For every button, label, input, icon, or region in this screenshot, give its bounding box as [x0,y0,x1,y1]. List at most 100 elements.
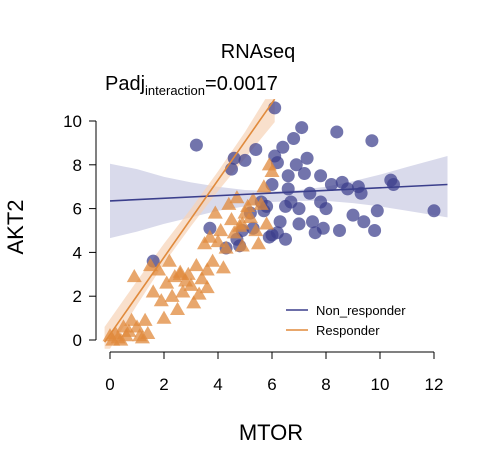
data-point [256,179,272,193]
data-point [210,233,226,248]
x-tick-label: 0 [105,375,114,394]
data-point [357,215,371,229]
data-point [153,293,169,307]
chart-subtitle: Padjinteraction=0.0017 [105,73,278,98]
data-point [199,262,215,276]
data-point [251,236,266,250]
data-point [183,277,199,291]
data-point [161,253,177,267]
data-point [207,205,223,219]
data-point [194,271,210,285]
confidence-band-non-responder [110,156,448,239]
data-point [175,284,191,298]
x-tick-label: 6 [267,375,276,394]
data-point [126,268,142,283]
data-point [234,216,250,230]
data-point [186,295,202,309]
data-point [279,232,292,246]
data-point [172,266,188,280]
y-tick-label: 0 [73,331,82,350]
data-point [137,312,153,326]
data-point [368,224,382,237]
data-point [306,215,319,229]
chart-title: RNAseq [221,41,295,63]
data-point [289,158,303,172]
x-tick-label: 12 [425,375,444,394]
data-point [314,169,328,183]
data-point [297,167,311,181]
data-point [224,212,239,226]
data-point [240,198,256,213]
data-point [265,228,279,242]
data-point [191,286,207,300]
data-point [213,223,229,237]
axes: 0 2 4 6 8 10 12 0 2 4 6 8 10 [63,112,443,394]
data-point [276,140,290,154]
data-point [287,132,301,146]
data-point [324,178,338,192]
subtitle-prefix: Padj [105,73,145,95]
data-point [268,101,282,115]
x-tick-label: 10 [371,375,390,394]
data-point [346,208,360,222]
legend-label-non-responder: Non_responder [316,303,406,318]
data-point [129,319,145,333]
data-point [202,229,218,243]
data-point [156,310,172,324]
data-point [234,238,250,252]
data-point [245,192,261,206]
data-point [199,279,215,294]
y-tick-label: 8 [73,156,82,175]
data-point [164,288,180,302]
data-point [333,224,346,237]
data-point [292,202,306,216]
data-point [140,325,156,340]
data-point [365,134,379,148]
data-point [281,182,295,196]
data-point [225,162,238,176]
data-point [370,204,384,218]
data-point [242,209,258,223]
data-point [303,186,317,200]
data-points [102,101,441,346]
data-point [264,163,280,177]
legend-label-responder: Responder [316,323,380,338]
data-point [229,190,245,204]
data-point [188,258,204,272]
data-point [248,223,264,237]
data-point [145,284,161,298]
data-point [205,253,221,267]
subtitle-subscript: interaction [145,83,205,98]
data-point [292,217,306,231]
data-point [215,260,231,274]
data-point [226,225,242,239]
data-point [273,215,287,229]
data-point [221,196,237,210]
data-point [170,301,185,315]
data-point [300,151,314,165]
data-point [159,275,175,289]
data-point [259,216,275,230]
data-point [218,240,234,254]
data-point [427,204,441,218]
subtitle-suffix: =0.0017 [205,73,278,95]
data-point [238,153,252,167]
data-point [316,221,330,235]
fit-lines [103,99,448,343]
x-axis-title: MTOR [239,420,303,445]
y-tick-label: 10 [63,112,82,131]
data-point [249,142,263,156]
data-point [281,169,295,183]
legend: Non_responder Responder [286,303,406,338]
data-point [295,121,309,135]
x-tick-label: 4 [213,375,222,394]
data-point [354,186,368,200]
data-point [330,125,344,139]
data-point [143,258,158,272]
data-point [387,178,400,192]
fit-line-non-responder [109,183,448,202]
data-point [189,138,203,152]
fit-line-responder [103,99,276,343]
data-point [319,202,333,216]
